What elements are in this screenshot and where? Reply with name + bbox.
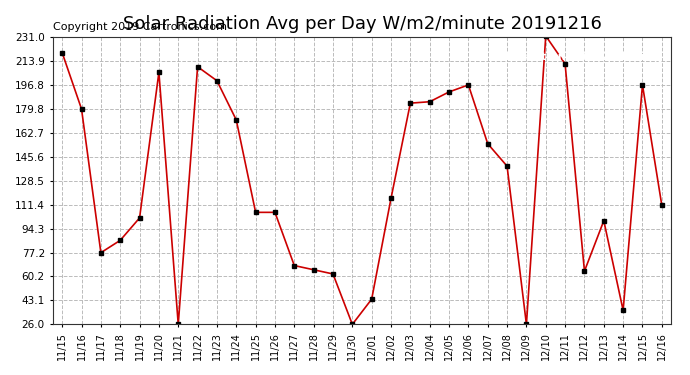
Title: Solar Radiation Avg per Day W/m2/minute 20191216: Solar Radiation Avg per Day W/m2/minute … xyxy=(123,15,602,33)
Text: Copyright 2019 Cartronics.com: Copyright 2019 Cartronics.com xyxy=(52,22,226,32)
